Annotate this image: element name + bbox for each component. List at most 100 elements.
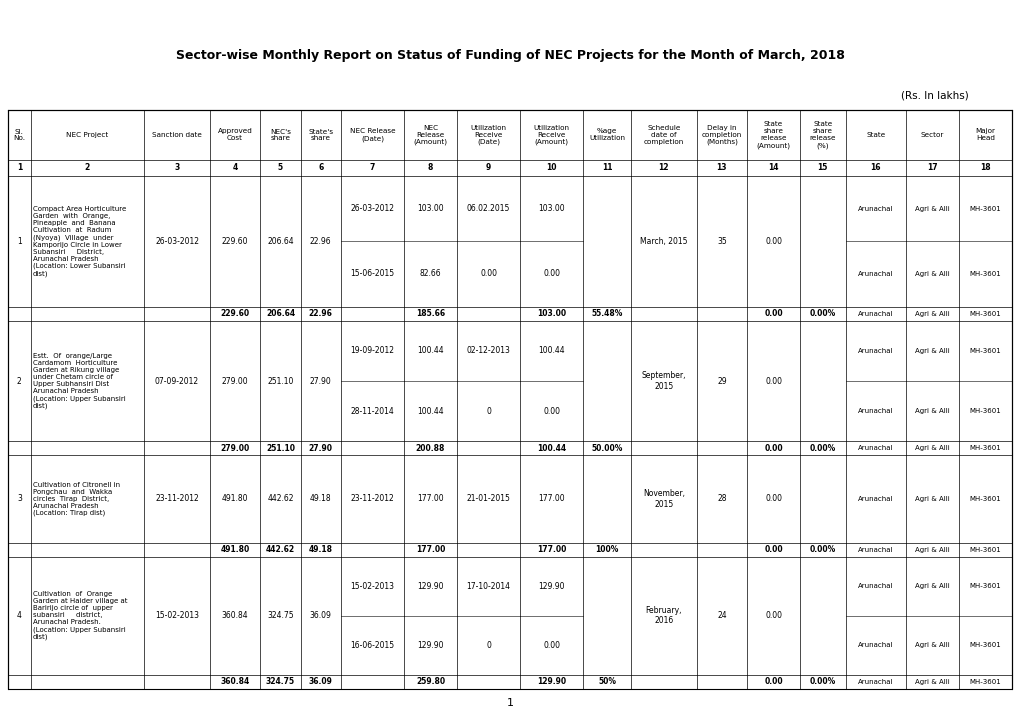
Text: 5: 5 — [277, 164, 282, 172]
Text: 103.00: 103.00 — [417, 204, 443, 213]
Text: 251.10: 251.10 — [267, 376, 293, 386]
Text: Agri & Alli: Agri & Alli — [914, 311, 949, 317]
Text: 07-09-2012: 07-09-2012 — [155, 376, 199, 386]
Text: 36.09: 36.09 — [309, 678, 332, 686]
Text: 100.44: 100.44 — [537, 444, 566, 453]
Text: Agri & Alli: Agri & Alli — [914, 642, 949, 648]
Text: 18: 18 — [979, 164, 989, 172]
Text: 8: 8 — [427, 164, 433, 172]
Text: 15-06-2015: 15-06-2015 — [351, 270, 394, 278]
Text: 29: 29 — [716, 376, 726, 386]
Text: 26-03-2012: 26-03-2012 — [155, 236, 199, 246]
Text: 177.00: 177.00 — [416, 545, 444, 554]
Text: 50.00%: 50.00% — [591, 444, 623, 453]
Text: 0.00: 0.00 — [542, 407, 559, 416]
Text: 55.48%: 55.48% — [591, 309, 623, 318]
Text: State's
share: State's share — [308, 128, 333, 141]
Text: 27.90: 27.90 — [310, 376, 331, 386]
Text: Arunachal: Arunachal — [857, 205, 893, 212]
Text: Sector: Sector — [920, 132, 944, 138]
Text: Utilization
Receive
(Amount): Utilization Receive (Amount) — [533, 125, 569, 145]
Text: 442.62: 442.62 — [267, 495, 293, 503]
Text: MH-3601: MH-3601 — [969, 679, 1001, 685]
Text: State
share
release
(%): State share release (%) — [809, 121, 836, 149]
Text: September,
2015: September, 2015 — [641, 371, 686, 391]
Text: 100.44: 100.44 — [417, 407, 443, 416]
Text: 35: 35 — [716, 236, 727, 246]
Text: 103.00: 103.00 — [538, 204, 565, 213]
Text: %age
Utilization: %age Utilization — [589, 128, 625, 141]
Text: Agri & Alli: Agri & Alli — [914, 271, 949, 277]
Text: Sanction date: Sanction date — [152, 132, 202, 138]
Text: 2: 2 — [17, 376, 21, 386]
Text: 36.09: 36.09 — [310, 611, 331, 620]
Text: MH-3601: MH-3601 — [969, 205, 1001, 212]
Text: 4: 4 — [17, 611, 21, 620]
Text: March, 2015: March, 2015 — [640, 236, 687, 246]
Text: 177.00: 177.00 — [538, 495, 565, 503]
Text: 82.66: 82.66 — [419, 270, 441, 278]
Text: State: State — [865, 132, 884, 138]
Text: 0.00: 0.00 — [763, 678, 783, 686]
Text: 13: 13 — [716, 164, 727, 172]
Text: 06.02.2015: 06.02.2015 — [467, 204, 510, 213]
Text: 9: 9 — [485, 164, 491, 172]
Text: 0.00%: 0.00% — [809, 309, 836, 318]
Text: NEC Release
(Date): NEC Release (Date) — [350, 128, 395, 142]
Text: 28: 28 — [716, 495, 726, 503]
Text: Delay in
completion
(Months): Delay in completion (Months) — [701, 125, 741, 145]
Text: 02-12-2013: 02-12-2013 — [466, 346, 510, 355]
Text: 0.00: 0.00 — [764, 495, 782, 503]
Text: Arunachal: Arunachal — [857, 408, 893, 415]
Text: November,
2015: November, 2015 — [642, 490, 684, 509]
Text: 49.18: 49.18 — [309, 545, 332, 554]
Text: 11: 11 — [601, 164, 611, 172]
Text: 23-11-2012: 23-11-2012 — [155, 495, 199, 503]
Text: 177.00: 177.00 — [417, 495, 443, 503]
Text: MH-3601: MH-3601 — [969, 408, 1001, 415]
Text: Agri & Alli: Agri & Alli — [914, 496, 949, 502]
Text: Arunachal: Arunachal — [857, 271, 893, 277]
Text: 129.90: 129.90 — [417, 641, 443, 650]
Text: Sector-wise Monthly Report on Status of Funding of NEC Projects for the Month of: Sector-wise Monthly Report on Status of … — [175, 48, 844, 61]
Text: 16: 16 — [869, 164, 880, 172]
Text: 22.96: 22.96 — [310, 236, 331, 246]
Text: Estt.  Of  orange/Large
Cardamom  Horticulture
Garden at Rikung village
under Ch: Estt. Of orange/Large Cardamom Horticult… — [33, 353, 125, 409]
Text: 491.80: 491.80 — [220, 545, 250, 554]
Text: 0.00%: 0.00% — [809, 444, 836, 453]
Text: 229.60: 229.60 — [221, 236, 248, 246]
Text: NEC
Release
(Amount): NEC Release (Amount) — [413, 125, 447, 145]
Text: Arunachal: Arunachal — [857, 583, 893, 589]
Text: 279.00: 279.00 — [220, 444, 250, 453]
Text: 1: 1 — [16, 164, 22, 172]
Text: Cultivation  of  Orange
Garden at Haider village at
Baririjo circle of  upper
su: Cultivation of Orange Garden at Haider v… — [33, 591, 127, 640]
Text: 17: 17 — [926, 164, 936, 172]
Text: Cultivation of Citronell in
Pongchau  and  Wakka
circles  Tirap  District,
Aruna: Cultivation of Citronell in Pongchau and… — [33, 482, 119, 516]
Text: 442.62: 442.62 — [266, 545, 294, 554]
Text: 16-06-2015: 16-06-2015 — [351, 641, 394, 650]
Text: 0.00: 0.00 — [764, 376, 782, 386]
Text: 251.10: 251.10 — [266, 444, 294, 453]
Text: NEC's
share: NEC's share — [270, 128, 290, 141]
Text: 324.75: 324.75 — [267, 611, 293, 620]
Text: (Rs. In lakhs): (Rs. In lakhs) — [900, 90, 968, 100]
Text: 0.00: 0.00 — [480, 270, 496, 278]
Text: 22.96: 22.96 — [309, 309, 332, 318]
Text: Arunachal: Arunachal — [857, 496, 893, 502]
Text: 50%: 50% — [597, 678, 615, 686]
Text: 0.00: 0.00 — [542, 270, 559, 278]
Text: 0.00%: 0.00% — [809, 678, 836, 686]
Text: 185.66: 185.66 — [416, 309, 444, 318]
Text: Major
Head: Major Head — [974, 128, 995, 141]
Text: Arunachal: Arunachal — [857, 642, 893, 648]
Text: 19-09-2012: 19-09-2012 — [351, 346, 394, 355]
Text: 28-11-2014: 28-11-2014 — [351, 407, 394, 416]
Text: 103.00: 103.00 — [537, 309, 566, 318]
Text: 21-01-2015: 21-01-2015 — [466, 495, 510, 503]
Text: 0.00: 0.00 — [763, 309, 783, 318]
Text: 259.80: 259.80 — [416, 678, 444, 686]
Text: 17-10-2014: 17-10-2014 — [466, 582, 511, 590]
Bar — [8, 110, 1011, 689]
Text: 129.90: 129.90 — [538, 582, 565, 590]
Text: Agri & Alli: Agri & Alli — [914, 583, 949, 589]
